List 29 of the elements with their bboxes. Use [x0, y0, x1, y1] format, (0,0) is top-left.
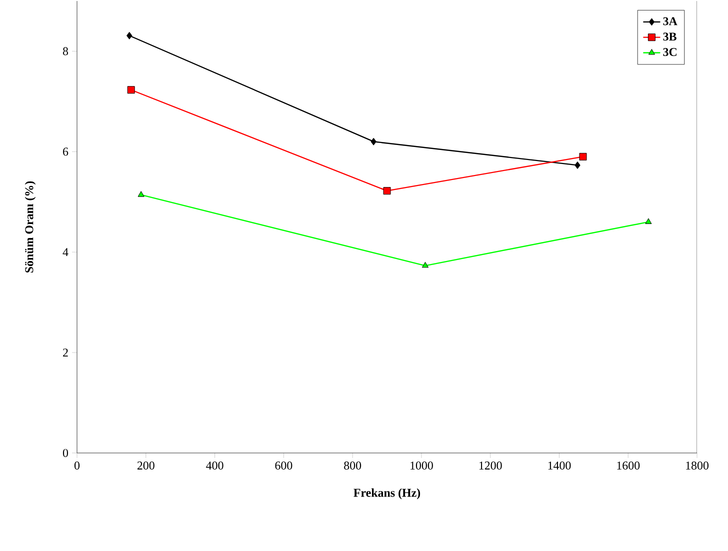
x-tick-label: 1800	[686, 462, 708, 470]
point	[138, 191, 144, 197]
x-tick-label: 1000	[410, 462, 433, 470]
x-tick-label: 1600	[617, 462, 640, 470]
y-tick-label: 2	[63, 348, 68, 356]
x-tick-label: 400	[206, 462, 224, 470]
point	[383, 187, 391, 195]
y-axis-title: Sönüm Oranı (%)	[24, 181, 36, 273]
y-tick-label: 4	[62, 248, 68, 256]
y-tick-label: 0	[62, 448, 68, 458]
x-tick-label: 600	[275, 462, 292, 470]
point	[579, 152, 587, 160]
legend-label: 3B	[663, 32, 676, 41]
x-axis-title: Frekans (Hz)	[354, 488, 420, 500]
x-tick-label: 200	[137, 462, 154, 470]
point	[574, 161, 580, 169]
y-tick-label: 6	[63, 148, 68, 156]
point	[645, 218, 652, 224]
x-tick-label: 800	[344, 462, 362, 470]
x-tick-label: 1200	[479, 462, 502, 470]
point	[126, 32, 132, 40]
point	[127, 86, 135, 94]
y-tick-label: 8	[62, 47, 68, 56]
x-tick-label: 0	[74, 462, 80, 470]
x-tick-label: 1400	[548, 462, 571, 470]
legend-label: 3A	[663, 17, 678, 26]
legend-label: 3C	[663, 48, 676, 56]
point	[370, 138, 376, 146]
point	[422, 262, 429, 268]
